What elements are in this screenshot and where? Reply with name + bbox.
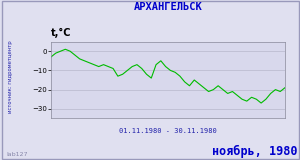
Text: lab127: lab127 [6,152,28,157]
Text: 01.11.1980 - 30.11.1980: 01.11.1980 - 30.11.1980 [119,128,217,134]
Text: источник: гидрометцентр: источник: гидрометцентр [8,40,13,113]
Text: t,°C: t,°C [51,28,71,38]
Text: ноябрь, 1980: ноябрь, 1980 [212,145,297,158]
Text: АРХАНГЕЛЬСК: АРХАНГЕЛЬСК [134,2,202,12]
